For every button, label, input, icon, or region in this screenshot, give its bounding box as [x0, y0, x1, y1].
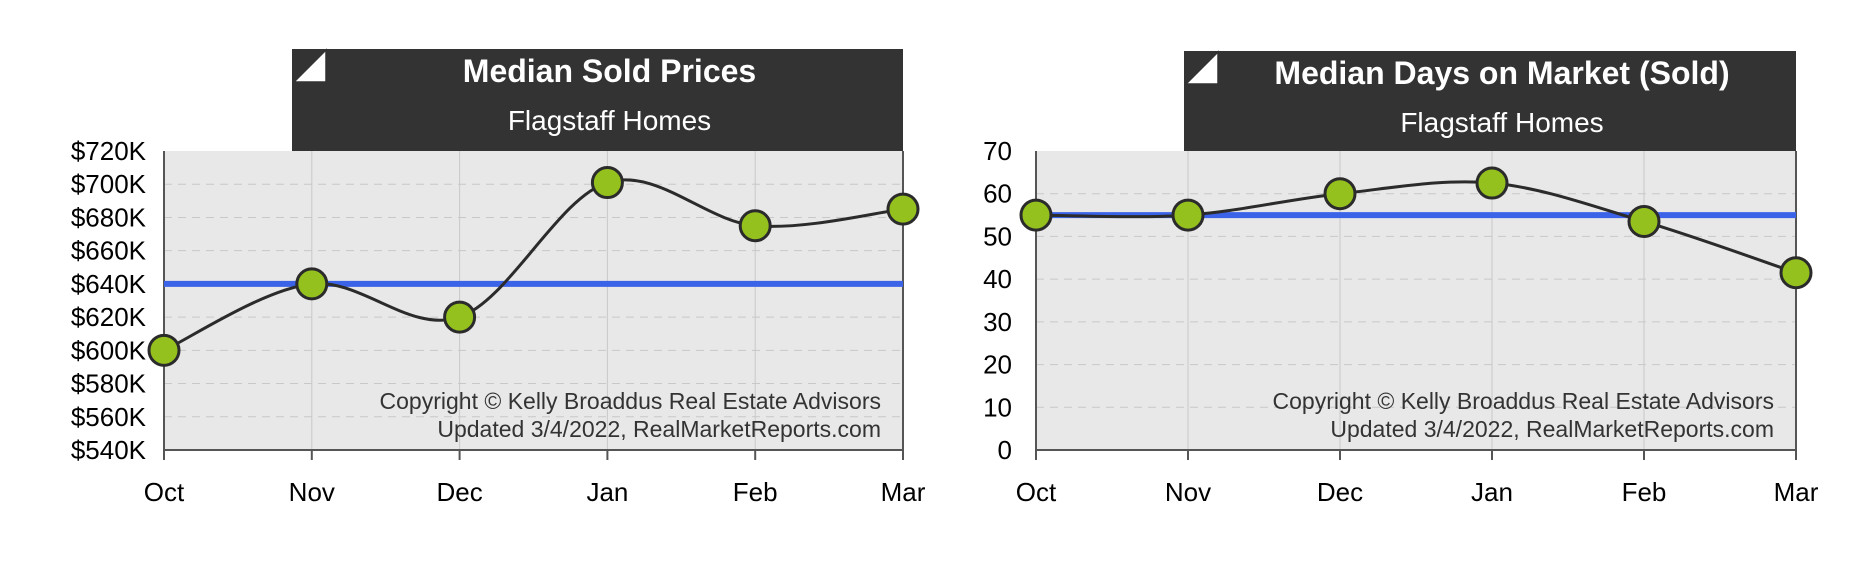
chart-title: Median Sold Prices: [463, 53, 756, 89]
folded-corner-icon: [292, 48, 327, 83]
y-tick-label: 60: [983, 179, 1012, 209]
data-point: [1323, 177, 1357, 211]
data-point: [1019, 198, 1053, 232]
data-point: [886, 192, 920, 226]
y-tick-label: $620K: [71, 302, 147, 332]
chart-subtitle: Flagstaff Homes: [1400, 107, 1603, 138]
chart-2: Median Days on Market (Sold) Flagstaff Ho…: [983, 50, 1819, 507]
x-tick-label: Dec: [1317, 477, 1363, 507]
y-tick-label: $580K: [71, 369, 147, 399]
x-tick-label: Dec: [436, 477, 482, 507]
updated-text: Updated 3/4/2022, RealMarketReports.com: [1330, 416, 1774, 442]
data-point: [295, 267, 329, 301]
y-tick-label: $720K: [71, 136, 147, 166]
x-tick-label: Jan: [1471, 477, 1513, 507]
data-point: [1475, 166, 1509, 200]
plot-area: [164, 151, 903, 450]
x-tick-label: Nov: [289, 477, 335, 507]
copyright-text: Copyright © Kelly Broaddus Real Estate A…: [380, 388, 881, 414]
y-tick-label: $660K: [71, 236, 147, 266]
series-line: [1035, 180, 1797, 275]
data-point: [443, 300, 477, 334]
x-tick-label: Mar: [1774, 477, 1819, 507]
data-point: [590, 166, 624, 200]
data-point: [738, 209, 772, 243]
chart-title: Median Days on Market (Sold): [1274, 55, 1729, 91]
x-tick-label: Feb: [1622, 477, 1667, 507]
y-tick-label: $640K: [71, 269, 147, 299]
x-tick-label: Mar: [881, 477, 926, 507]
x-tick-label: Oct: [144, 477, 185, 507]
title-banner: [292, 49, 903, 151]
y-tick-label: 30: [983, 307, 1012, 337]
plot-area: [1036, 151, 1796, 450]
title-banner: [1184, 51, 1796, 151]
chart-subtitle: Flagstaff Homes: [508, 105, 711, 136]
y-tick-label: $700K: [71, 169, 147, 199]
y-tick-label: $560K: [71, 402, 147, 432]
y-tick-label: 20: [983, 350, 1012, 380]
data-point: [1627, 204, 1661, 238]
x-tick-label: Oct: [1016, 477, 1057, 507]
data-point: [1171, 198, 1205, 232]
x-tick-label: Nov: [1165, 477, 1211, 507]
data-point: [1779, 256, 1813, 290]
updated-text: Updated 3/4/2022, RealMarketReports.com: [437, 416, 881, 442]
folded-corner-icon: [1184, 50, 1219, 85]
y-tick-label: 70: [983, 136, 1012, 166]
y-tick-label: 10: [983, 392, 1012, 422]
x-tick-label: Jan: [586, 477, 628, 507]
y-tick-label: $680K: [71, 202, 147, 232]
x-tick-label: Feb: [733, 477, 778, 507]
copyright-text: Copyright © Kelly Broaddus Real Estate A…: [1273, 388, 1774, 414]
y-tick-label: 40: [983, 264, 1012, 294]
y-tick-label: 0: [998, 435, 1012, 465]
data-point: [147, 333, 181, 367]
y-tick-label: $600K: [71, 335, 147, 365]
y-tick-label: $540K: [71, 435, 147, 465]
y-tick-label: 50: [983, 221, 1012, 251]
